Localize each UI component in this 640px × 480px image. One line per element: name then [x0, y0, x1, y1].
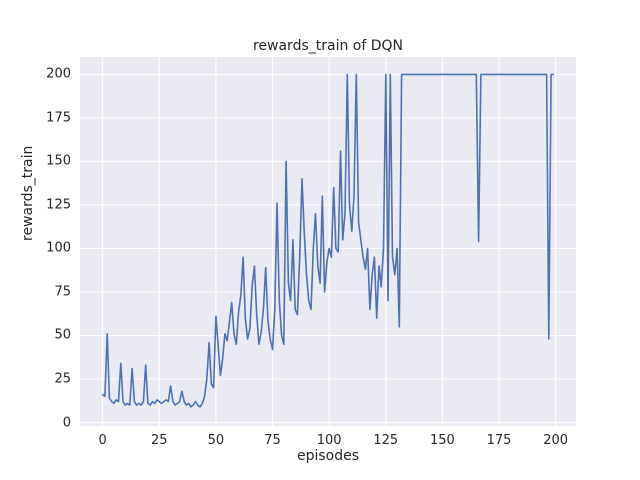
x-tick-label: 75	[264, 433, 281, 448]
x-tick-label: 25	[150, 433, 168, 448]
plot-background	[80, 57, 576, 426]
y-tick-label: 175	[46, 110, 71, 126]
y-tick-label: 100	[46, 240, 71, 256]
rewards-line-series	[101, 73, 555, 408]
x-axis-label: episodes	[296, 448, 360, 464]
y-tick-label: 200	[46, 66, 71, 82]
y-tick-label: 150	[46, 153, 71, 169]
y-tick-label: 125	[46, 197, 71, 213]
x-tick-label: 0	[98, 433, 107, 448]
y-tick-label: 0	[62, 415, 71, 431]
chart-title: rewards_train of DQN	[252, 38, 404, 54]
x-tick-label: 100	[316, 433, 342, 448]
y-tick-label: 25	[54, 371, 71, 387]
y-tick-label: 75	[54, 284, 71, 300]
x-tick-label: 150	[429, 433, 455, 448]
x-tick-label: 200	[543, 433, 569, 448]
x-tick-label: 50	[207, 433, 225, 448]
x-tick-label: 125	[373, 433, 399, 448]
x-tick-label: 175	[486, 433, 512, 448]
y-tick-label: 50	[54, 327, 71, 343]
